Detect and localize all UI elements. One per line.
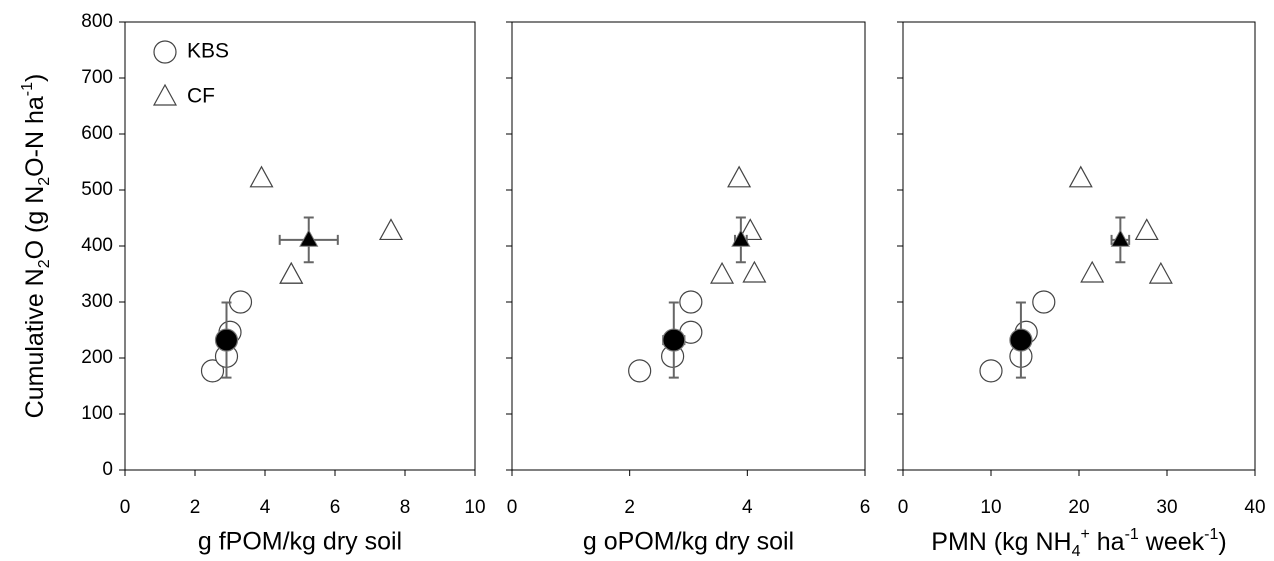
data-point [1068,165,1093,188]
label-part: O (g N [21,186,49,260]
label-part: -1 [1125,526,1139,543]
x-tick-label: 20 [1068,497,1089,518]
data-point [679,290,703,314]
x-tick-label: 0 [120,497,131,518]
label-part: 2 [36,177,53,186]
data-point [1080,260,1105,283]
x-tick-label: 6 [330,497,341,518]
plot-frame [511,21,866,471]
x-tick-label: 6 [860,497,871,518]
label-part: 2 [36,259,53,268]
y-tick-label: 700 [81,67,113,88]
y-tick-label: 600 [81,123,113,144]
mean-point [214,328,239,352]
y-axis-label: Cumulative N2O (g N2O-N ha-1) [19,74,53,419]
x-tick-label: 2 [624,497,635,518]
data-point [1134,218,1159,241]
data-point [378,218,404,241]
label-part: + [1080,526,1089,543]
label-part: Cumulative N [21,268,49,418]
data-point [738,218,763,241]
y-tick-label: 300 [81,291,113,312]
y-tick-label: 200 [81,347,113,368]
label-part: -1 [1204,526,1218,543]
label-part: week [1139,528,1205,556]
legend-marker [153,40,177,64]
label-part: ) [1218,528,1226,556]
x-tick-label: 4 [742,497,753,518]
data-point [200,359,225,383]
y-tick-label: 400 [81,235,113,256]
mean-point [1110,229,1130,247]
label-part: ha [1090,528,1125,556]
x-tick-label: 40 [1244,497,1265,518]
x-tick-label: 4 [260,497,271,518]
data-point [279,261,304,284]
y-tick-label: 500 [81,179,113,200]
x-tick-label: 0 [898,497,909,518]
data-point [228,290,253,314]
data-point [628,359,652,383]
x-tick-label: 30 [1156,497,1177,518]
x-tick-label: 10 [980,497,1001,518]
data-point [742,260,767,283]
label-part: 4 [1072,543,1081,560]
data-point [710,261,735,284]
y-tick-label: 0 [102,459,113,480]
mean-point [299,229,319,247]
label-part: -1 [19,82,36,96]
data-point [1148,261,1173,284]
y-tick-label: 100 [81,403,113,424]
mean-point [731,229,751,247]
x-tick-label: 0 [507,497,518,518]
plot-frame [902,21,1256,471]
x-tick-label: 10 [464,497,485,518]
legend-label: CF [187,85,215,108]
label-part: PMN (kg NH [931,528,1071,556]
label-part: O-N ha [21,96,49,177]
data-point [727,165,752,188]
mean-point [1009,328,1033,352]
data-point [249,165,274,188]
label-part: ) [21,74,49,82]
x-axis-label: g fPOM/kg dry soil [198,528,402,556]
data-point [1032,290,1056,314]
legend-label: KBS [187,40,229,63]
x-axis-label: g oPOM/kg dry soil [583,528,794,556]
legend-marker [152,83,178,106]
y-tick-label: 800 [81,11,113,32]
x-axis-label: PMN (kg NH4+ ha-1 week-1) [931,526,1226,560]
mean-point [662,328,686,352]
x-tick-label: 2 [190,497,201,518]
x-tick-label: 8 [400,497,411,518]
data-point [979,359,1003,383]
